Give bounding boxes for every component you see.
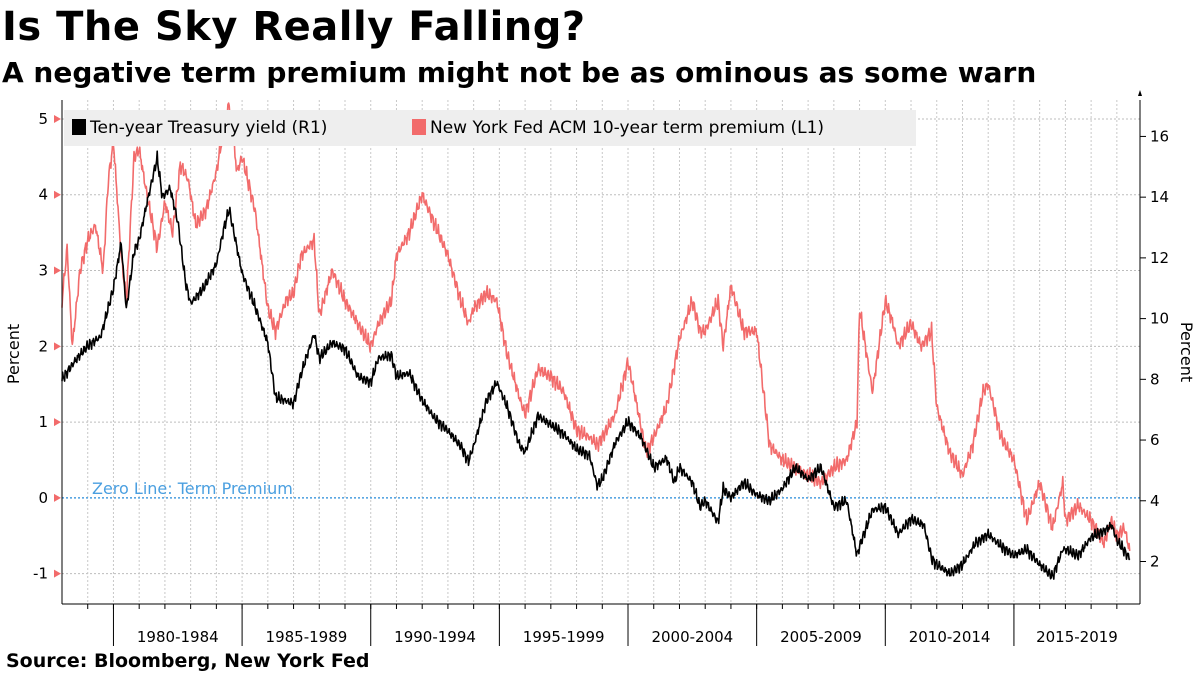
right-axis-arrow (1138, 90, 1142, 96)
zero-line-annotation: Zero Line: Term Premium (92, 479, 293, 498)
left-tick-mark (54, 493, 61, 502)
right-tick-label: 2 (1150, 552, 1160, 570)
right-tick-label: 10 (1150, 310, 1169, 328)
left-tick-mark (54, 190, 61, 199)
x-group-label: 2000-2004 (651, 628, 733, 646)
left-tick-label: 3 (38, 262, 48, 280)
x-group-label: 1995-1999 (523, 628, 605, 646)
left-tick-label: 5 (38, 110, 48, 128)
x-group-label: 1985-1989 (266, 628, 348, 646)
source-note: Source: Bloomberg, New York Fed (6, 650, 370, 672)
right-tick-label: 14 (1150, 188, 1169, 206)
left-tick-mark (54, 114, 61, 123)
legend-label-yield: Ten-year Treasury yield (R1) (89, 118, 327, 138)
left-tick-mark (54, 266, 61, 275)
legend-swatch-yield (72, 119, 86, 135)
chart-title: Is The Sky Really Falling? (2, 4, 586, 50)
chart-subtitle: A negative term premium might not be as … (2, 56, 1037, 89)
legend-label-premium: New York Fed ACM 10-year term premium (L… (430, 118, 824, 138)
left-tick-label: 2 (38, 337, 48, 355)
series-line-term-premium (61, 102, 1131, 551)
legend-swatch-premium (412, 119, 426, 135)
left-tick-label: 1 (38, 413, 48, 431)
x-group-label: 2010-2014 (909, 628, 991, 646)
gridlines (62, 100, 1140, 604)
right-tick-label: 6 (1150, 431, 1160, 449)
series-layer (61, 102, 1131, 580)
left-tick-mark (54, 342, 61, 351)
right-axis-title: Percent (1177, 322, 1196, 382)
left-axis-title: Percent (4, 324, 23, 384)
x-group-label: 2005-2009 (780, 628, 862, 646)
left-tick-mark (54, 418, 61, 427)
right-tick-label: 16 (1150, 127, 1169, 145)
right-tick-label: 8 (1150, 370, 1160, 388)
left-tick-label: 4 (38, 186, 48, 204)
x-group-label: 1980-1984 (137, 628, 219, 646)
x-group-label: 1990-1994 (394, 628, 476, 646)
left-tick-label: 0 (38, 489, 48, 507)
legend-background (64, 110, 916, 146)
series-line-treasury-yield (61, 150, 1131, 580)
right-tick-label: 4 (1150, 492, 1160, 510)
x-group-label: 2015-2019 (1036, 628, 1118, 646)
left-tick-mark (54, 569, 61, 578)
legend: Ten-year Treasury yield (R1) New York Fe… (64, 110, 916, 146)
left-tick-label: -1 (33, 565, 48, 583)
right-tick-label: 12 (1150, 249, 1169, 267)
